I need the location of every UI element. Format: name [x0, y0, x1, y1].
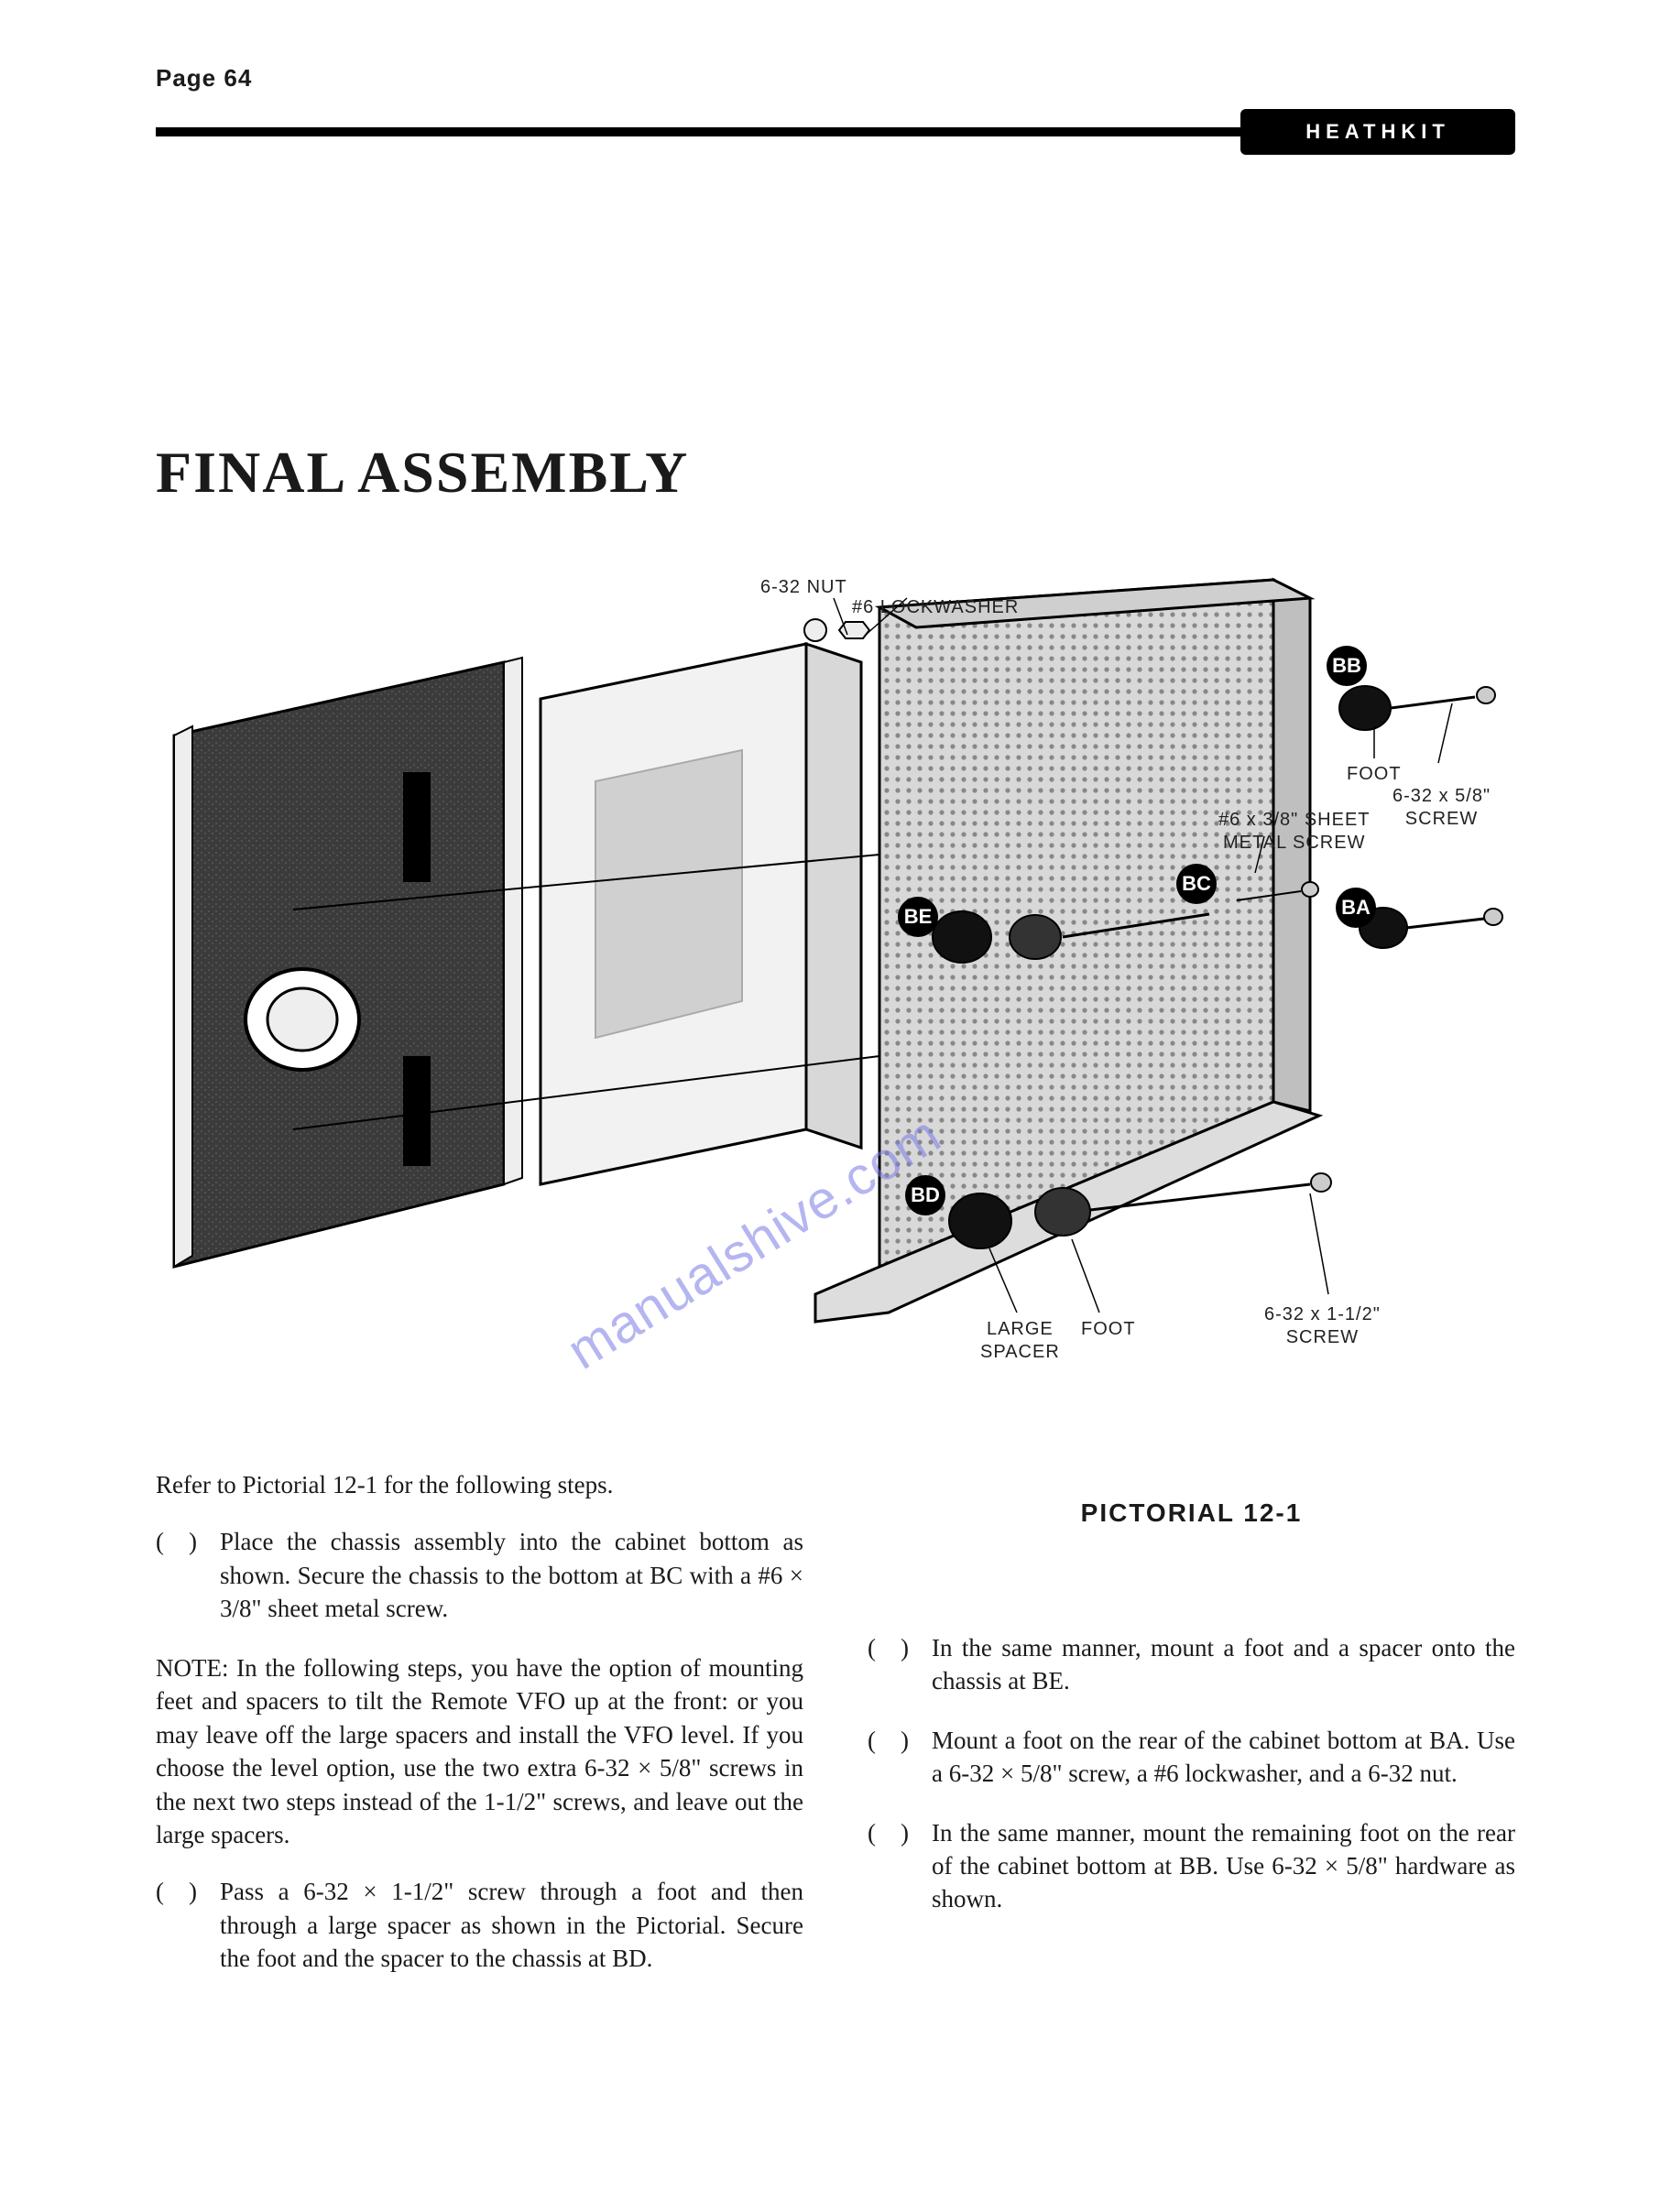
callout-BE: BE	[898, 897, 938, 937]
header-rule-row: HEATHKIT	[156, 109, 1515, 155]
label-large-spacer: LARGE SPACER	[980, 1318, 1060, 1364]
callout-BD: BD	[905, 1175, 945, 1215]
callout-BB: BB	[1327, 646, 1367, 686]
checkbox: ( )	[868, 1724, 932, 1791]
step-5-text: In the same manner, mount the remaining …	[932, 1816, 1515, 1916]
step-1: ( ) Place the chassis assembly into the …	[156, 1525, 803, 1625]
label-foot-top: FOOT	[1347, 763, 1402, 786]
label-screw-112: 6-32 x 1-1/2" SCREW	[1264, 1303, 1381, 1349]
label-nut: 6-32 NUT	[760, 576, 847, 599]
callout-BA: BA	[1336, 888, 1376, 928]
step-3: ( ) In the same manner, mount a foot and…	[868, 1631, 1515, 1698]
step-2: ( ) Pass a 6-32 × 1-1/2" screw through a…	[156, 1875, 803, 1975]
checkbox: ( )	[868, 1631, 932, 1698]
step-1-text: Place the chassis assembly into the cabi…	[220, 1525, 803, 1625]
checkbox: ( )	[156, 1525, 220, 1625]
text-columns: Refer to Pictorial 12-1 for the followin…	[156, 1468, 1515, 2001]
pictorial-figure: BB BE BC BA BD 6-32 NUT #6 LOCKWASHER FO…	[156, 543, 1512, 1459]
left-column: Refer to Pictorial 12-1 for the followin…	[156, 1468, 803, 2001]
intro-line: Refer to Pictorial 12-1 for the followin…	[156, 1468, 803, 1501]
step-3-text: In the same manner, mount a foot and a s…	[932, 1631, 1515, 1698]
callout-BC: BC	[1176, 864, 1217, 904]
page-title: FINAL ASSEMBLY	[156, 439, 1515, 507]
pictorial-title: PICTORIAL 12-1	[868, 1496, 1515, 1531]
note-paragraph: NOTE: In the following steps, you have t…	[156, 1651, 803, 1852]
brand-text: HEATHKIT	[1305, 120, 1450, 144]
step-2-text: Pass a 6-32 × 1-1/2" screw through a foo…	[220, 1875, 803, 1975]
brand-badge: HEATHKIT	[1240, 109, 1515, 155]
label-foot-bottom: FOOT	[1081, 1318, 1136, 1341]
label-lockwasher: #6 LOCKWASHER	[852, 596, 1019, 619]
checkbox: ( )	[156, 1875, 220, 1975]
label-screw-58: 6-32 x 5/8" SCREW	[1392, 785, 1491, 831]
step-4-text: Mount a foot on the rear of the cabinet …	[932, 1724, 1515, 1791]
label-sheet-metal: #6 x 3/8" SHEET METAL SCREW	[1218, 809, 1371, 855]
checkbox: ( )	[868, 1816, 932, 1916]
page-number: Page 64	[156, 64, 1515, 93]
manual-page: Page 64 HEATHKIT FINAL ASSEMBLY	[0, 0, 1671, 2212]
right-column: PICTORIAL 12-1 ( ) In the same manner, m…	[868, 1468, 1515, 2001]
header-rule	[156, 127, 1242, 136]
step-5: ( ) In the same manner, mount the remain…	[868, 1816, 1515, 1916]
step-4: ( ) Mount a foot on the rear of the cabi…	[868, 1724, 1515, 1791]
